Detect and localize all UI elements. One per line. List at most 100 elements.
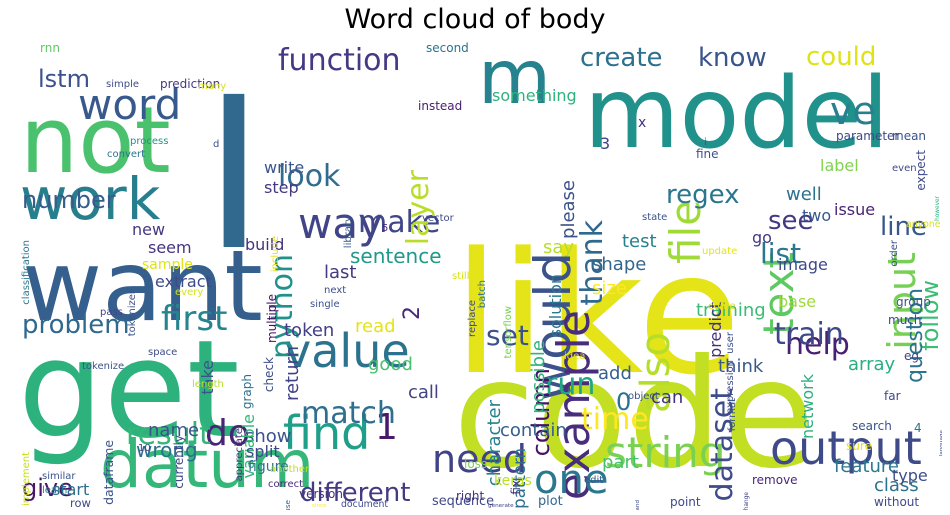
word-go: go <box>752 228 772 247</box>
word-image: image <box>778 255 828 274</box>
word-1: 1 <box>375 407 398 448</box>
word-tokenize: tokenize <box>82 361 125 372</box>
word-library: library <box>343 216 354 249</box>
word-layer: layer <box>401 170 436 246</box>
word-3: 3 <box>600 134 611 153</box>
word-work: work <box>20 165 161 233</box>
word-currently: currently <box>172 435 186 489</box>
word-build: build <box>245 235 285 254</box>
word-help: help <box>785 327 850 362</box>
word-even: even <box>892 163 917 174</box>
word-multiple: multiple <box>265 294 279 344</box>
word-row: row <box>70 496 91 510</box>
word-tensorflow: tensorflow <box>503 306 514 359</box>
word-please: please <box>558 180 579 239</box>
word-read: read <box>355 316 396 337</box>
word-regex: regex <box>666 180 740 210</box>
word-single: single <box>310 299 340 310</box>
word-d: d <box>213 139 220 150</box>
word-code: code <box>453 328 815 502</box>
word-without: without <box>874 495 920 509</box>
word-rnn: rnn <box>40 41 60 55</box>
word-look: look <box>278 159 341 194</box>
word-training: training <box>696 300 766 321</box>
word-token: token <box>284 320 335 341</box>
word-remove: remove <box>752 473 798 487</box>
word-model: model <box>584 57 890 171</box>
word-last: last <box>324 262 357 283</box>
word-fine: fine <box>696 147 719 161</box>
word-extract: extract <box>155 272 212 291</box>
word-state: state <box>642 212 668 223</box>
word-seem: seem <box>148 238 192 257</box>
word-much: much <box>888 313 922 327</box>
word-0: 0 <box>616 388 632 416</box>
word-edit: edit <box>584 475 604 486</box>
word-step: step <box>264 178 299 197</box>
word-idea: idea <box>564 351 586 362</box>
word-give: give <box>22 474 73 502</box>
word-come: come <box>708 301 736 312</box>
word-can: can <box>651 387 684 408</box>
word-object: object <box>628 391 659 402</box>
word-issue: issue <box>834 200 876 219</box>
word-contain: contain <box>500 420 567 441</box>
word-user: user <box>725 332 736 354</box>
word-fix: fix <box>509 480 523 495</box>
word-first: first <box>161 299 228 339</box>
word-something: something <box>492 86 577 105</box>
word-version: version <box>299 487 343 501</box>
word-way: way <box>298 199 383 248</box>
word-create: create <box>580 43 663 73</box>
word-simple: simple <box>106 79 140 90</box>
word-size: size <box>592 278 627 299</box>
word-name: name <box>148 420 200 441</box>
word-base: base <box>778 292 817 311</box>
word-train: train <box>774 317 844 352</box>
word-shape: shape <box>592 254 647 275</box>
word-mean: mean <box>892 129 927 143</box>
word-appreciate: appreciate <box>234 428 245 482</box>
word-do: do <box>205 413 250 454</box>
word-check: check <box>262 357 276 393</box>
word-class: class <box>874 475 919 496</box>
word-i: i <box>704 137 707 148</box>
word-language: language <box>939 430 942 457</box>
word-right: right <box>456 489 485 503</box>
word-vector: vector <box>422 213 454 224</box>
word-sequence: sequence <box>432 494 495 509</box>
word-split: split <box>246 442 280 461</box>
word-different: different <box>300 478 411 508</box>
word-parameter: parameter <box>836 129 900 143</box>
word-set: set <box>486 319 529 352</box>
word-return: return <box>282 346 303 402</box>
word-label: label <box>820 156 859 175</box>
word-group: group <box>896 295 931 309</box>
word-feature: feature <box>834 456 899 477</box>
word-problem: problem <box>22 310 130 340</box>
word-array: array <box>848 354 896 375</box>
word-tokenizer: tokenizer <box>127 290 138 337</box>
word-function: function <box>278 43 401 78</box>
word-string: string <box>605 428 726 477</box>
word-part: part <box>602 452 639 473</box>
word-search: search <box>852 419 892 433</box>
word-sample: sample <box>142 257 193 273</box>
word-solution: solution <box>546 274 565 338</box>
word-cloud: usetryIlikecodegetmodelwantnoterrordatum… <box>8 40 942 510</box>
word-word: word <box>78 80 182 129</box>
word-two: two <box>802 206 832 225</box>
word-order: order <box>889 240 900 267</box>
word-call: call <box>408 382 439 403</box>
word-next: next <box>324 285 347 296</box>
word-5: 5 <box>382 223 389 234</box>
word-x: x <box>638 115 647 131</box>
word-far: far <box>884 389 901 403</box>
word-value: value <box>284 324 410 378</box>
word-m: m <box>478 40 552 121</box>
word-network: network <box>798 374 817 439</box>
word-every: every <box>175 287 204 298</box>
word-find: find <box>283 406 371 460</box>
word-point: point <box>670 495 701 509</box>
word-replace: replace <box>467 300 478 337</box>
